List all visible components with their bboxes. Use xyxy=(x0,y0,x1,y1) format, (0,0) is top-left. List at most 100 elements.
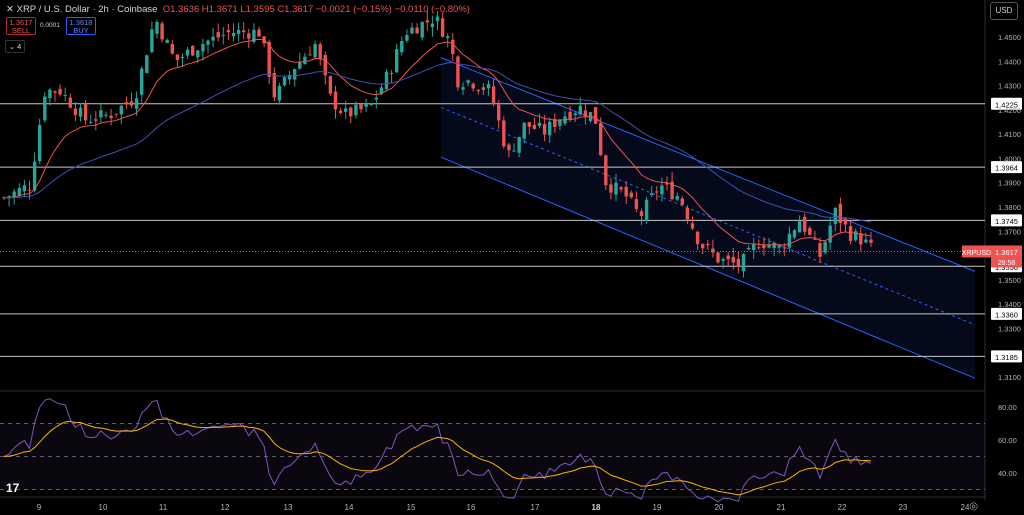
time-tick-label: 15 xyxy=(407,503,416,512)
candle-body xyxy=(838,203,843,223)
sell-button[interactable]: 1.3617 SELL xyxy=(6,17,36,35)
tradingview-logo-icon: 17 xyxy=(6,481,20,495)
candle-body xyxy=(318,44,322,60)
price-tick-label: 1.3700 xyxy=(998,227,1021,236)
candle-body xyxy=(655,191,659,193)
candle-body xyxy=(486,84,491,89)
close-icon[interactable]: ✕ xyxy=(6,4,17,15)
clock-icon[interactable]: ◎ xyxy=(969,501,978,512)
candle-body xyxy=(160,23,164,40)
buy-button[interactable]: 1.3618 BUY xyxy=(66,17,96,35)
candle-body xyxy=(787,233,792,248)
candle-body xyxy=(440,18,445,37)
price-tick-label: 1.3800 xyxy=(998,203,1021,212)
time-tick-label: 14 xyxy=(345,503,354,512)
candle-body xyxy=(379,87,384,95)
candle-body xyxy=(532,124,537,129)
candle-body xyxy=(354,104,358,116)
level-label-text: 1.3360 xyxy=(995,310,1018,319)
rsi-tick-label: 40.00 xyxy=(998,469,1017,478)
candle-body xyxy=(196,50,200,58)
candle-body xyxy=(83,104,88,121)
candle-body xyxy=(73,108,78,115)
time-tick-label: 16 xyxy=(467,503,476,512)
candle-body xyxy=(471,83,475,89)
candle-body xyxy=(104,114,108,116)
candle-body xyxy=(512,150,516,152)
candle-body xyxy=(497,104,501,121)
level-label-bg xyxy=(991,307,1022,320)
indicator-collapse-button[interactable]: ⌄ 4 xyxy=(5,40,25,53)
candle-body xyxy=(629,192,633,198)
candle-body xyxy=(476,90,480,92)
candle-body xyxy=(38,125,42,162)
candle-body xyxy=(134,98,139,109)
time-tick-label: 13 xyxy=(284,503,293,512)
candle-body xyxy=(114,113,118,115)
candle-body xyxy=(767,244,771,248)
candle-body xyxy=(578,105,582,115)
candle-body xyxy=(808,228,812,235)
candle-body xyxy=(201,43,205,52)
level-label: 1.3185 xyxy=(991,350,1022,363)
candle-body xyxy=(690,223,695,229)
candle-body xyxy=(415,27,419,34)
symbol-tag-bg xyxy=(962,245,991,258)
candle-body xyxy=(604,155,608,186)
candle-body xyxy=(573,113,577,116)
candle-body xyxy=(333,91,338,110)
candle-body xyxy=(58,88,62,95)
symbol-title: XRP / U.S. Dollar · 2h · Coinbase xyxy=(16,4,158,15)
candle-body xyxy=(89,121,93,123)
candle-body xyxy=(634,199,639,209)
level-label-text: 1.3964 xyxy=(995,164,1018,173)
candle-body xyxy=(78,107,83,117)
time-tick-label: 12 xyxy=(221,503,230,512)
candle-body xyxy=(711,248,715,253)
candle-body xyxy=(792,230,797,238)
candle-body xyxy=(502,120,506,147)
channel-lower-line xyxy=(440,156,976,379)
last-price-label-bg xyxy=(991,245,1022,268)
time-tick-label: 11 xyxy=(159,503,168,512)
price-tick-label: 1.3500 xyxy=(998,276,1021,285)
candle-body xyxy=(797,221,802,233)
symbol-tag-text: XRPUSD xyxy=(962,250,991,257)
candle-body xyxy=(583,110,588,117)
rsi-line xyxy=(3,398,872,503)
time-tick-label: 9 xyxy=(37,503,42,512)
candle-body xyxy=(685,207,690,220)
candle-body xyxy=(706,243,710,246)
candle-body xyxy=(660,185,664,195)
candle-body xyxy=(828,225,832,243)
last-price-value: 1.3617 xyxy=(995,248,1018,257)
candle-body xyxy=(752,244,756,251)
candle-body xyxy=(221,34,225,36)
candle-body xyxy=(349,107,353,117)
candle-body xyxy=(109,115,113,119)
rsi-tick-label: 60.00 xyxy=(998,436,1017,445)
candle-body xyxy=(762,244,766,248)
candle-body xyxy=(124,102,129,105)
candle-body xyxy=(721,259,725,261)
candle-body xyxy=(522,122,526,139)
candle-body xyxy=(211,36,215,41)
candle-body xyxy=(405,34,409,41)
candle-body xyxy=(68,97,72,108)
time-tick-label: 22 xyxy=(838,503,847,512)
candle-body xyxy=(680,198,684,205)
candle-body xyxy=(813,238,817,240)
price-tick-label: 1.3400 xyxy=(998,300,1021,309)
candle-body xyxy=(338,110,343,113)
candle-body xyxy=(129,101,134,106)
level-label-bg xyxy=(991,214,1022,227)
candle-body xyxy=(155,22,159,34)
level-label: 1.3745 xyxy=(991,214,1022,227)
candle-body xyxy=(593,107,598,124)
currency-selector[interactable]: USD xyxy=(990,2,1018,20)
chart-header: ✕ XRP / U.S. Dollar · 2h · Coinbase O1.3… xyxy=(0,0,640,40)
candle-body xyxy=(466,80,470,83)
candle-body xyxy=(400,40,404,53)
candle-body xyxy=(369,103,373,105)
